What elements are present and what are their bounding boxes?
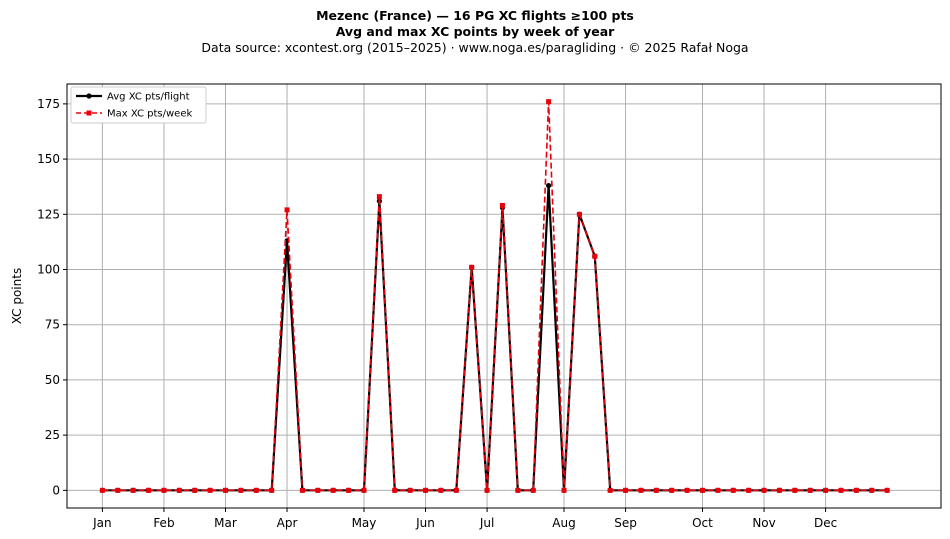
x-tick-label: Oct (692, 516, 713, 530)
legend-label: Avg XC pts/flight (107, 92, 190, 103)
data-point-max (607, 487, 613, 493)
y-tick-label: 150 (37, 152, 60, 166)
data-point-max (623, 487, 629, 493)
data-point-max (853, 487, 859, 493)
x-tick-label: Jan (92, 516, 112, 530)
data-point-max (330, 487, 336, 493)
data-point-max (222, 487, 228, 493)
series-line-avg (102, 185, 888, 492)
y-tick-label: 25 (45, 428, 60, 442)
data-point-max (192, 487, 198, 493)
data-point-max (253, 487, 259, 493)
data-point-max (130, 487, 136, 493)
data-point-max (669, 487, 675, 493)
data-point-max (207, 487, 213, 493)
chart-title-block: Mezenc (France) — 16 PG XC flights ≥100 … (0, 8, 950, 56)
chart-subtitle: Avg and max XC points by week of year (335, 24, 615, 39)
data-point-max (792, 487, 798, 493)
x-tick-label: Dec (814, 516, 837, 530)
chart-title: Mezenc (France) — 16 PG XC flights ≥100 … (316, 8, 634, 23)
x-tick-label: Nov (752, 516, 775, 530)
data-point-max (484, 487, 490, 493)
y-tick-label: 125 (37, 207, 60, 221)
x-tick-label: Feb (153, 516, 174, 530)
x-tick-label: Jun (415, 516, 435, 530)
data-point-max (684, 487, 690, 493)
data-point-max (392, 487, 398, 493)
data-point-max (115, 487, 121, 493)
data-point-max (761, 487, 767, 493)
data-point-max (776, 487, 782, 493)
axes-ticks: 0 25 50 75 100 125 150 175 Jan Feb Mar Apr May Jun Jul… (37, 97, 837, 530)
data-point-max (546, 99, 552, 105)
y-tick-label: 50 (45, 373, 60, 387)
data-point-max (299, 487, 305, 493)
y-tick-label: 75 (45, 318, 60, 332)
data-point-max (515, 487, 521, 493)
data-point-max (99, 487, 105, 493)
y-tick-label: 175 (37, 97, 60, 111)
data-point-max (592, 253, 598, 259)
data-point-max (838, 487, 844, 493)
plot-frame (66, 83, 942, 509)
data-point-max (176, 487, 182, 493)
x-tick-label: Sep (614, 516, 637, 530)
data-point-max (869, 487, 875, 493)
data-point-max (807, 487, 813, 493)
legend-marker (86, 93, 92, 99)
data-point-max (638, 487, 644, 493)
data-point-max (284, 207, 290, 213)
data-point-max (823, 487, 829, 493)
data-point-max (730, 487, 736, 493)
data-point-max (315, 487, 321, 493)
data-point-max (346, 487, 352, 493)
x-tick-label: Jul (479, 516, 494, 530)
data-point-max (653, 487, 659, 493)
y-tick-label: 0 (52, 483, 60, 497)
y-axis-label: XC points (10, 268, 24, 324)
data-point-avg (546, 182, 552, 189)
grid-lines (67, 84, 941, 508)
data-point-max (438, 487, 444, 493)
data-point-max (269, 487, 275, 493)
legend: Avg XC pts/flight Max XC pts/week (70, 86, 207, 124)
data-point-max (361, 487, 367, 493)
x-tick-label: Aug (552, 516, 575, 530)
series-layer (99, 99, 890, 493)
data-point-max (407, 487, 413, 493)
legend-box (70, 86, 207, 124)
data-point-max (146, 487, 152, 493)
data-point-max (161, 487, 167, 493)
data-point-max (884, 487, 890, 493)
data-point-max (699, 487, 705, 493)
x-tick-label: May (352, 516, 377, 530)
data-point-max (469, 264, 475, 270)
data-point-max (746, 487, 752, 493)
y-tick-label: 100 (37, 263, 60, 277)
data-point-max (499, 202, 505, 208)
chart-source: Data source: xcontest.org (2015–2025) · … (201, 40, 749, 55)
series-line-max (102, 101, 888, 492)
data-point-max (530, 487, 536, 493)
data-point-max (453, 487, 459, 493)
data-point-max (561, 487, 567, 493)
data-point-max (576, 211, 582, 217)
x-tick-label: Apr (277, 516, 298, 530)
data-point-max (423, 487, 429, 493)
data-point-max (715, 487, 721, 493)
legend-marker (86, 110, 92, 116)
x-tick-label: Mar (214, 516, 237, 530)
legend-label: Max XC pts/week (107, 109, 192, 120)
data-point-max (238, 487, 244, 493)
data-point-max (376, 194, 382, 200)
